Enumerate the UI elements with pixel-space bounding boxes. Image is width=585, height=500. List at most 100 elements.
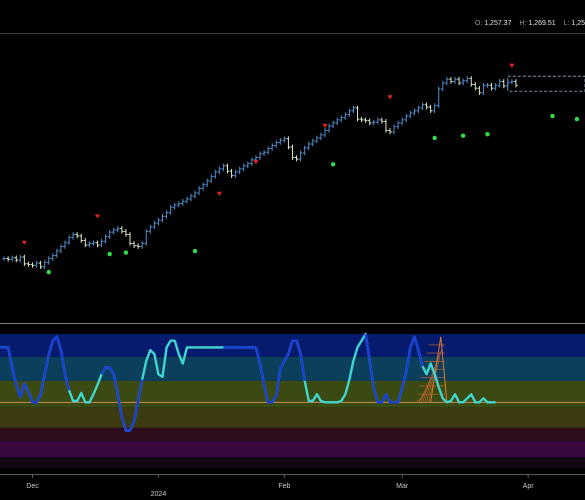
price-bar	[343, 112, 348, 120]
price-bar	[278, 137, 283, 145]
price-bar	[465, 76, 469, 83]
price-bar	[22, 254, 27, 267]
price-bar	[111, 227, 116, 235]
price-bar	[107, 229, 112, 239]
oscillator-band	[0, 334, 585, 357]
open-key: O:	[474, 20, 483, 27]
price-bar	[18, 254, 23, 263]
price-bar	[396, 120, 400, 129]
price-bar	[428, 104, 433, 114]
price-bar	[241, 163, 246, 172]
oscillator-band	[0, 441, 585, 458]
hatch-line	[426, 353, 440, 403]
price-bar	[189, 193, 193, 202]
price-bar	[10, 255, 14, 262]
price-bar	[497, 79, 502, 88]
high-value: 1,269.51	[528, 20, 556, 27]
price-bar	[258, 151, 262, 160]
price-bar	[510, 79, 514, 85]
price-bar	[34, 260, 39, 268]
price-bar	[99, 238, 104, 248]
price-bar	[59, 244, 63, 254]
price-bar	[67, 235, 71, 245]
price-bar	[197, 186, 201, 196]
price-bar	[83, 238, 88, 248]
price-bar	[95, 240, 100, 248]
oscillator-band	[0, 380, 585, 408]
price-bar	[116, 226, 120, 233]
price-bar	[436, 86, 441, 108]
price-bar	[416, 105, 421, 114]
price-bar	[501, 79, 506, 89]
price-bar	[181, 199, 185, 206]
price-bar	[477, 85, 482, 96]
price-bar	[2, 256, 6, 261]
price-bar	[193, 190, 197, 199]
price-bar	[87, 241, 92, 248]
buy-marker	[123, 250, 129, 255]
price-bar	[392, 124, 396, 135]
price-bar	[6, 256, 10, 262]
price-bar	[140, 241, 144, 249]
oscillator-pane	[0, 332, 585, 468]
buy-marker	[107, 251, 112, 257]
oscillator-strong-segment	[0, 335, 71, 404]
price-bar	[209, 174, 214, 184]
price-bar	[286, 136, 291, 150]
buy-marker	[460, 133, 466, 138]
x-tick-label: Apr	[523, 483, 535, 490]
price-bar	[347, 108, 352, 117]
oscillator-band	[0, 427, 585, 442]
price-bar	[514, 79, 518, 88]
price-pane	[2, 63, 585, 275]
price-bar	[266, 146, 270, 155]
price-bar	[14, 255, 19, 263]
price-bar	[221, 163, 226, 172]
buy-marker	[550, 113, 555, 119]
price-bar	[298, 150, 303, 162]
oscillator-band	[0, 407, 585, 428]
price-bar	[363, 117, 368, 123]
price-bar	[327, 123, 331, 133]
price-bar	[229, 168, 234, 178]
price-bar	[42, 260, 47, 270]
x-axis[interactable]: Dec 2024 Feb Mar Apr	[26, 474, 535, 499]
price-bar	[51, 253, 55, 261]
price-bar	[351, 105, 356, 114]
price-bar	[148, 224, 153, 234]
price-bar	[124, 229, 128, 237]
price-bar	[335, 117, 339, 126]
price-bar	[164, 210, 169, 219]
price-bar	[331, 120, 335, 129]
price-bar	[432, 103, 437, 114]
price-bar	[160, 214, 165, 223]
price-bar	[489, 82, 494, 91]
price-bar	[120, 226, 124, 234]
price-bar	[246, 161, 250, 169]
price-bar	[79, 233, 84, 243]
sell-marker	[509, 63, 515, 68]
price-bar	[205, 178, 209, 187]
price-bar	[306, 141, 311, 151]
sell-marker	[94, 214, 101, 219]
price-bar	[355, 105, 360, 122]
price-bar	[473, 82, 478, 91]
sell-marker	[253, 160, 259, 165]
low-key: L:	[563, 20, 570, 27]
price-bar	[63, 240, 67, 249]
price-bar	[128, 232, 132, 246]
price-bar	[412, 108, 417, 116]
price-bar	[201, 182, 205, 191]
price-bar	[233, 169, 238, 178]
hatch-line	[422, 369, 434, 403]
buy-marker	[574, 116, 580, 122]
price-bar	[339, 115, 344, 123]
ohlc-readout: O: 1,257.37 H: 1,269.51 L: 1,25	[469, 20, 585, 32]
price-bar	[404, 113, 409, 123]
range-box	[507, 75, 585, 92]
price-bar	[384, 119, 388, 133]
hatch-line	[420, 377, 431, 403]
high-key: H:	[519, 20, 527, 27]
oscillator-band	[0, 457, 585, 468]
